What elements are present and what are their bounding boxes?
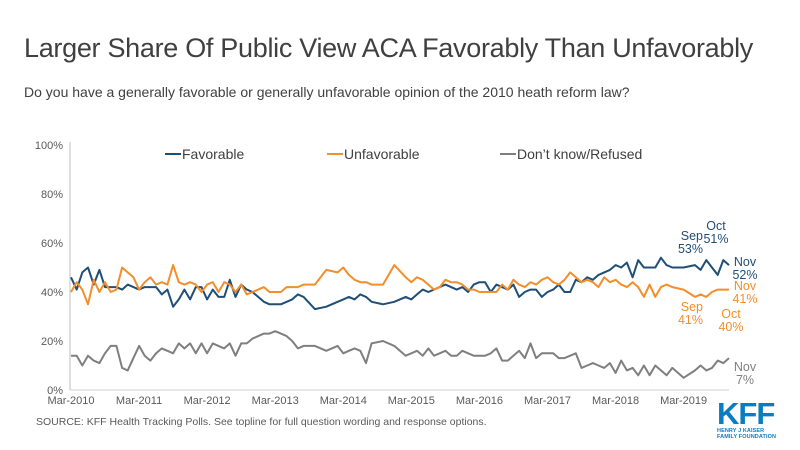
y-tick-label: 100%: [35, 140, 63, 152]
logo-line1: HENRY J KAISER: [717, 428, 765, 434]
annotation-value: 53%: [678, 242, 703, 256]
legend-label: Favorable: [182, 146, 244, 162]
kff-logo: KFF HENRY J KAISER FAMILY FOUNDATION: [717, 396, 793, 445]
x-tick-label: Mar-2015: [388, 395, 435, 407]
y-tick-label: 20%: [41, 336, 63, 348]
annotation-value: 52%: [732, 268, 757, 282]
source-note: SOURCE: KFF Health Tracking Polls. See t…: [36, 416, 487, 428]
annotation-label: Nov: [734, 360, 757, 374]
x-tick-label: Mar-2010: [47, 395, 94, 407]
x-tick-label: Mar-2016: [456, 395, 503, 407]
series-line-favorable: [70, 256, 730, 311]
series-line-dont-know: [71, 330, 730, 379]
axes: 0% 20% 40% 60% 80% 100% Mar-2010 Mar-2011 Mar-20…: [35, 140, 729, 407]
y-tick-label: 40%: [41, 287, 63, 299]
annotation-label: Sep: [681, 229, 703, 243]
logo-line2: FAMILY FOUNDATION: [717, 434, 777, 440]
annotation-label: Nov: [734, 255, 757, 269]
annotation-label: Oct: [706, 219, 726, 233]
series-line-unfavorable: [70, 264, 729, 306]
annotation-value: 51%: [703, 232, 728, 246]
x-tick-label: Mar-2012: [184, 395, 231, 407]
annotation-value: 7%: [736, 373, 754, 387]
annotation-label: Nov: [734, 279, 757, 293]
y-tick-label: 80%: [41, 189, 63, 201]
x-tick-label: Mar-2018: [592, 395, 639, 407]
series-group: [70, 256, 730, 379]
legend-label: Unfavorable: [344, 146, 420, 162]
chart-subtitle: Do you have a generally favorable or gen…: [24, 84, 630, 100]
legend-label: Don’t know/Refused: [517, 146, 642, 162]
legend: Favorable Unfavorable Don’t know/Refused: [165, 146, 642, 162]
annotation-label: Oct: [721, 307, 741, 321]
x-tick-label: Mar-2019: [660, 395, 707, 407]
annotation-label: Sep: [681, 300, 703, 314]
annotation-value: 41%: [678, 313, 703, 327]
x-tick-label: Mar-2013: [252, 395, 299, 407]
x-tick-label: Mar-2017: [524, 395, 571, 407]
x-tick-label: Mar-2014: [320, 395, 367, 407]
x-tick-label: Mar-2011: [116, 395, 162, 407]
y-tick-label: 0%: [47, 385, 63, 397]
chart-title: Larger Share Of Public View ACA Favorabl…: [24, 33, 753, 63]
annotation-value: 41%: [732, 292, 757, 306]
annotation-value: 40%: [718, 320, 743, 334]
logo-wordmark: KFF: [717, 396, 775, 431]
y-tick-label: 60%: [41, 238, 63, 250]
